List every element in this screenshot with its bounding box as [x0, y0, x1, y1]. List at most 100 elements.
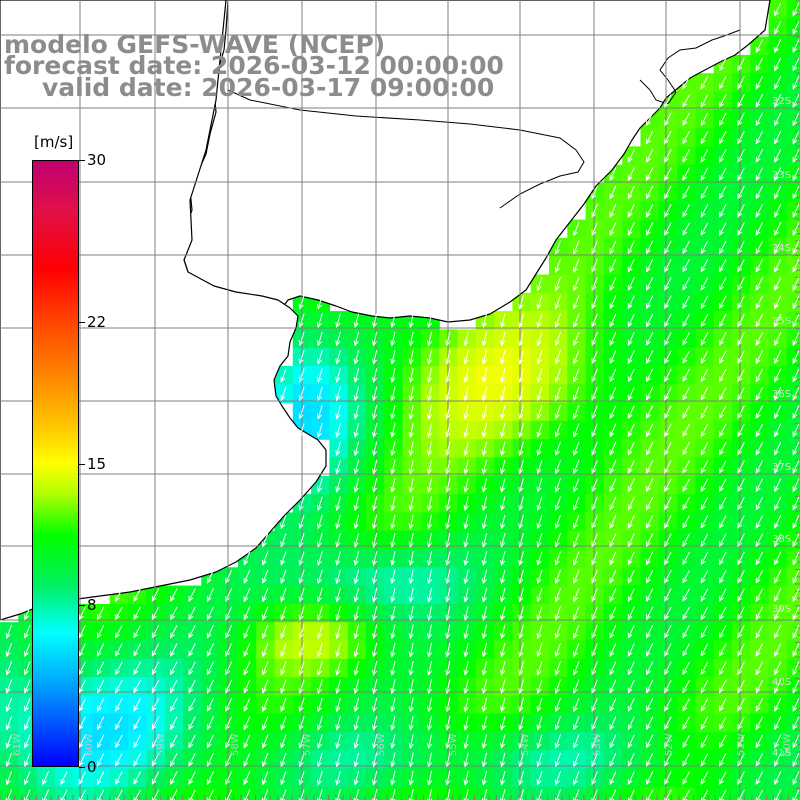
wind-arrow [336, 642, 341, 657]
wind-arrow [774, 75, 782, 89]
wind-speed-cell [73, 786, 93, 800]
wind-arrowhead [500, 413, 506, 420]
wind-arrowhead [426, 340, 433, 347]
wind-arrow [792, 75, 800, 89]
wind-arrowhead [737, 193, 743, 200]
wind-arrowhead [792, 467, 798, 475]
wind-arrow [555, 752, 561, 767]
wind-arrowhead [627, 358, 633, 365]
wind-arrowhead [755, 760, 761, 767]
wind-arrowhead [133, 760, 139, 767]
wind-arrowhead [719, 357, 724, 365]
wind-arrowhead [664, 394, 669, 401]
wind-arrow [6, 624, 13, 639]
wind-arrow [792, 57, 800, 71]
wind-arrow [464, 606, 469, 621]
wind-arrowhead [774, 10, 779, 17]
wind-arrowhead [609, 486, 615, 493]
wind-arrowhead [700, 303, 706, 310]
wind-arrowhead [591, 193, 597, 200]
wind-arrowhead [536, 486, 542, 493]
wind-arrow [299, 496, 305, 511]
wind-arrow [299, 368, 305, 382]
wind-arrowhead [774, 376, 779, 383]
wind-arrow [737, 515, 745, 529]
wind-arrow [464, 404, 469, 419]
wind-arrow [170, 716, 178, 730]
wind-arrowhead [133, 595, 139, 602]
wind-arrowhead [645, 138, 651, 145]
wind-speed-cell [786, 54, 800, 74]
wind-arrow [792, 295, 800, 309]
wind-arrowhead [664, 742, 669, 749]
wind-arrowhead [609, 431, 615, 438]
wind-arrow [774, 606, 782, 620]
wind-arrowhead [463, 742, 469, 750]
wind-arrowhead [737, 541, 743, 548]
wind-arrowhead [700, 504, 706, 511]
wind-speed-cell [786, 146, 800, 166]
wind-arrow [391, 331, 396, 346]
wind-arrowhead [609, 449, 615, 456]
wind-arrow [464, 532, 469, 547]
wind-arrowhead [390, 395, 396, 402]
wind-arrowhead [774, 504, 779, 511]
wind-arrow [373, 752, 378, 767]
wind-arrowhead [426, 468, 433, 475]
wind-arrow [501, 331, 506, 346]
wind-arrowhead [664, 577, 669, 584]
wind-arrow [317, 715, 323, 730]
wind-arrowhead [445, 688, 451, 695]
wind-arrowhead [96, 778, 102, 786]
wind-arrow [792, 148, 800, 163]
wind-arrow [755, 332, 764, 346]
wind-arrow [409, 477, 414, 492]
wind-arrowhead [316, 303, 322, 310]
wind-arrow [263, 789, 269, 800]
wind-arrowhead [591, 321, 597, 328]
wind-arrow [664, 386, 672, 400]
wind-arrowhead [316, 504, 322, 512]
wind-speed-cell [786, 36, 800, 56]
wind-arrow [719, 570, 727, 583]
wind-arrow [226, 789, 233, 800]
wind-arrowhead [755, 339, 761, 346]
wind-arrow [354, 697, 360, 712]
wind-arrowhead [188, 705, 194, 712]
wind-arrow [792, 716, 800, 730]
wind-arrow [170, 624, 178, 638]
wind-arrowhead [372, 413, 378, 420]
wind-arrowhead [645, 358, 651, 365]
wind-arrowhead [335, 376, 341, 384]
wind-arrowhead [774, 742, 779, 749]
wind-arrow [537, 368, 543, 382]
wind-arrowhead [719, 797, 724, 800]
wind-arrow [682, 185, 690, 199]
wind-arrowhead [573, 358, 578, 365]
wind-arrowhead [536, 706, 542, 713]
wind-speed-cell [91, 786, 111, 800]
wind-arrowhead [682, 632, 688, 639]
wind-arrowhead [500, 395, 506, 402]
wind-arrowhead [316, 413, 322, 420]
wind-arrowhead [463, 669, 469, 676]
wind-arrowhead [719, 467, 724, 474]
wind-arrow [171, 789, 178, 800]
wind-arrowhead [554, 742, 560, 749]
wind-arrow [719, 368, 727, 382]
wind-arrowhead [445, 761, 451, 768]
wind-arrow [262, 606, 269, 620]
wind-arrowhead [243, 797, 249, 800]
wind-arrow [482, 752, 488, 767]
wind-arrowhead [737, 577, 743, 584]
wind-arrowhead [700, 229, 706, 236]
wind-arrowhead [353, 633, 359, 640]
wind-arrow [755, 698, 764, 712]
wind-arrowhead [682, 138, 688, 145]
wind-arrow [464, 624, 469, 639]
wind-arrow [792, 94, 800, 108]
wind-arrowhead [353, 706, 359, 713]
wind-arrowhead [115, 669, 120, 676]
wind-arrow [280, 679, 287, 693]
wind-arrowhead [408, 376, 414, 384]
